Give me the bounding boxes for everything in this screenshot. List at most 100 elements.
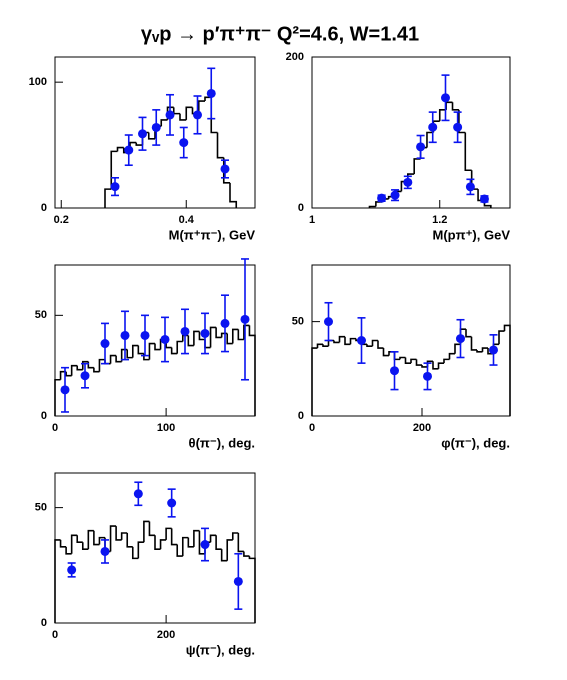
data-point <box>80 371 90 381</box>
data-point <box>390 190 400 200</box>
histogram-bin <box>243 324 250 340</box>
histogram-bin <box>371 339 378 347</box>
x-axis-label: M(π⁺π⁻), GeV <box>169 227 256 242</box>
histogram-bin <box>81 542 89 550</box>
histogram-bin <box>147 132 155 140</box>
histogram-bin <box>179 113 187 121</box>
data-point <box>357 336 366 345</box>
histogram-bin <box>148 342 155 360</box>
histogram-bin <box>316 343 323 349</box>
histogram-bin <box>481 347 488 352</box>
histogram-bin <box>498 330 505 345</box>
histogram-bin <box>98 536 105 545</box>
histogram-bin <box>204 339 211 349</box>
histogram-bin <box>210 97 218 134</box>
y-tick-label: 0 <box>298 410 304 422</box>
histogram-bin <box>148 521 155 537</box>
histogram-bin <box>415 359 422 366</box>
histogram-bin <box>185 106 193 120</box>
x-tick-label: 0 <box>309 422 315 434</box>
data-point <box>200 328 210 338</box>
histogram-bin <box>503 324 511 416</box>
histogram-bin <box>322 344 329 347</box>
data-point <box>67 565 77 575</box>
data-point <box>233 576 243 586</box>
data-point <box>428 122 438 132</box>
histogram-bin <box>76 535 83 544</box>
frame <box>311 56 511 209</box>
y-tick-label: 50 <box>292 316 304 328</box>
histogram-bin <box>445 101 453 110</box>
histogram-bin <box>187 335 194 347</box>
histogram-bin <box>65 546 72 555</box>
data-point <box>124 145 134 155</box>
frame <box>311 264 511 417</box>
histogram-bin <box>126 533 133 548</box>
histogram-bin <box>193 330 200 346</box>
histogram-bin <box>366 344 373 347</box>
histogram-bin <box>93 530 100 546</box>
histogram-bin <box>143 520 150 543</box>
histogram-bin <box>120 532 128 540</box>
data-point <box>138 129 147 139</box>
y-tick-label: 100 <box>29 76 47 88</box>
y-tick-label: 0 <box>41 617 47 629</box>
histogram-bin <box>115 355 122 363</box>
x-tick-label: 0.2 <box>54 214 69 226</box>
histogram-bin <box>172 107 180 115</box>
data-point <box>206 88 216 98</box>
histogram-bin <box>215 535 222 550</box>
data-point <box>390 366 399 376</box>
histogram-bin <box>104 188 112 208</box>
histogram-bin <box>54 539 61 623</box>
histogram-bin <box>448 352 455 360</box>
histogram-bin <box>404 357 411 364</box>
histogram-bin <box>193 529 200 547</box>
histogram-bin <box>170 347 178 355</box>
histogram-bin <box>54 378 61 416</box>
histogram-bin <box>410 358 417 364</box>
data-point <box>167 498 177 508</box>
histogram-bin <box>344 336 351 346</box>
x-tick-label: 200 <box>413 422 431 434</box>
data-point <box>165 110 175 120</box>
histogram-bin <box>464 132 472 172</box>
data-point <box>200 540 210 550</box>
histogram-bin <box>458 109 466 134</box>
histogram-bin <box>243 551 250 557</box>
histogram-bin <box>382 348 389 357</box>
histogram-bin <box>176 544 183 557</box>
x-tick-label: 0 <box>52 629 58 641</box>
histogram-bin <box>87 361 94 369</box>
histogram-bin <box>311 347 318 416</box>
histogram-bin <box>209 326 217 348</box>
histogram-bin <box>426 131 434 148</box>
data-point <box>140 330 150 340</box>
histogram-bin <box>87 529 94 550</box>
histogram-bin <box>248 325 256 416</box>
data-point <box>479 194 489 204</box>
histogram-bin <box>165 527 172 540</box>
data-point <box>180 326 190 336</box>
histogram-bin <box>368 205 376 208</box>
histogram-bin <box>187 537 194 548</box>
data-point <box>440 93 450 103</box>
histogram-bin <box>176 340 183 354</box>
histogram-bin <box>413 158 421 175</box>
histogram-bin <box>110 150 118 190</box>
data-point <box>423 371 432 381</box>
histogram-bin <box>338 335 345 343</box>
histogram-bin <box>465 329 472 338</box>
histogram-bin <box>470 336 477 351</box>
histogram-bin <box>231 532 239 540</box>
data-point <box>160 334 170 344</box>
histogram-bin <box>65 371 72 377</box>
histogram-bin <box>131 546 139 560</box>
histogram-bin <box>248 556 256 623</box>
frame <box>54 56 256 209</box>
histogram-bin <box>197 100 205 114</box>
data-point <box>324 317 333 327</box>
histogram-bin <box>135 142 143 146</box>
x-axis-label: φ(π⁻), deg. <box>441 435 510 450</box>
